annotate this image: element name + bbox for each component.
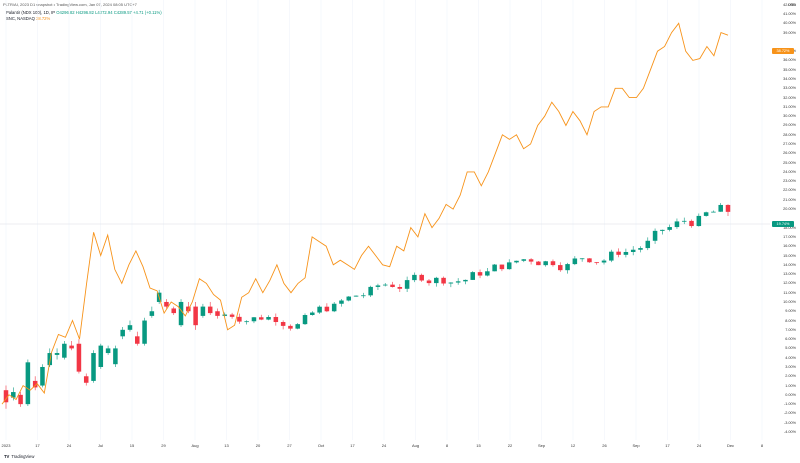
price-axis[interactable]: USD 42.00%41.00%40.00%39.00%37.00%36.00%… xyxy=(770,0,800,440)
axis-tick-label: 31.00% xyxy=(783,104,796,109)
axis-tick-label: 16.00% xyxy=(783,244,796,249)
axis-tick-label: 25.00% xyxy=(783,160,796,165)
axis-tick-label: 13.00% xyxy=(783,272,796,277)
axis-tick-label: 12.00% xyxy=(783,281,796,286)
time-tick-label: 24 xyxy=(66,443,72,448)
axis-tick-label: 7.00% xyxy=(785,327,796,332)
axis-tick-label: 1.00% xyxy=(785,383,796,388)
axis-tick-label: 18.00% xyxy=(783,225,796,230)
legend-compare-symbol: SNC, NASDAQ xyxy=(6,16,35,21)
time-tick-label: 2023 xyxy=(1,443,11,448)
chart-legend: Palantir (NDX 100), 1D, IP O4296.82 H429… xyxy=(6,10,162,22)
time-tick-label: 8 xyxy=(445,443,449,448)
axis-tick-label: 24.00% xyxy=(783,169,796,174)
time-tick-label: Oct xyxy=(317,443,325,448)
axis-tick-label: 28.00% xyxy=(783,132,796,137)
time-tick-label: 17 xyxy=(35,443,40,448)
time-tick-label: 29 xyxy=(161,443,166,448)
main-last-value-badge: 19.74% xyxy=(772,221,794,227)
axis-tick-label: 14.00% xyxy=(783,262,796,267)
time-tick-label: Dec xyxy=(726,443,735,448)
time-tick-label: Sep xyxy=(632,443,640,448)
axis-tick-label: 23.00% xyxy=(783,179,796,184)
axis-tick-label: 6.00% xyxy=(785,337,796,342)
axis-tick-label: 15.00% xyxy=(783,253,796,258)
axis-tick-label: -2.00% xyxy=(783,411,796,416)
time-tick-label: 27 xyxy=(287,443,292,448)
axis-tick-label: 41.00% xyxy=(783,12,796,16)
chart-caption: PLTR/AI, 2023 D1 snapshot • TradingView.… xyxy=(3,2,137,7)
time-tick-label: 17 xyxy=(350,443,355,448)
axis-tick-label: 11.00% xyxy=(783,290,796,295)
axis-tick-label: 36.00% xyxy=(783,58,796,63)
axis-tick-label: 22.00% xyxy=(783,188,796,193)
legend-compare-value: 38.72% xyxy=(36,16,51,21)
time-tick-label: 13 xyxy=(224,443,229,448)
axis-tick-label: 8.00% xyxy=(785,318,796,323)
axis-tick-label: -4.00% xyxy=(783,430,796,434)
axis-tick-label: 4.00% xyxy=(785,355,796,360)
chart-plot-area[interactable] xyxy=(0,0,770,440)
time-tick-label: 17 xyxy=(665,443,670,448)
axis-tick-label: 0.00% xyxy=(785,392,796,397)
axis-tick-label: 42.00% xyxy=(783,2,796,7)
time-tick-label: Aug xyxy=(191,443,199,448)
axis-tick-label: -3.00% xyxy=(783,420,796,425)
axis-tick-label: 9.00% xyxy=(785,309,796,314)
time-axis[interactable]: 2023 17 24 Jul 15 29 Aug 13 20 27 Oct 17 24 Aug 8 15 22 S… xyxy=(0,443,770,453)
axis-tick-label: 30.00% xyxy=(783,114,796,119)
legend-main-values: O4296.82 H4296.82 L4272.94 C4289.57 +4.7… xyxy=(56,10,162,15)
time-tick-label: 24 xyxy=(381,443,387,448)
axis-tick-label: 26.00% xyxy=(783,151,796,156)
axis-tick-label: 33.00% xyxy=(783,86,796,91)
time-tick-label: Jul xyxy=(97,443,104,448)
time-tick-label: 24 xyxy=(696,443,702,448)
axis-tick-label: 29.00% xyxy=(783,123,796,128)
legend-compare-row[interactable]: SNC, NASDAQ 38.72% xyxy=(6,16,162,22)
tradingview-logo[interactable]: TV TradingView xyxy=(4,454,34,459)
legend-main-symbol: Palantir (NDX 100), 1D, IP xyxy=(6,10,56,15)
time-tick-label: Sep xyxy=(537,443,546,448)
time-tick-label: 8 xyxy=(760,443,764,448)
time-tick-label: 15 xyxy=(129,443,135,448)
axis-tick-label: 21.00% xyxy=(783,197,796,202)
axis-tick-label: 32.00% xyxy=(783,95,796,100)
time-tick-label: 15 xyxy=(476,443,481,448)
axis-currency: USD xyxy=(787,3,796,7)
time-tick-label: 22 xyxy=(507,443,513,448)
grid-lines xyxy=(5,0,763,440)
time-tick-label: 12 xyxy=(570,443,576,448)
axis-tick-label: -1.00% xyxy=(783,402,796,407)
axis-tick-label: 35.00% xyxy=(783,67,796,72)
time-tick-label: Aug xyxy=(411,443,420,448)
axis-tick-label: 3.00% xyxy=(785,364,796,369)
legend-main-row[interactable]: Palantir (NDX 100), 1D, IP O4296.82 H429… xyxy=(6,10,162,16)
axis-tick-label: 5.00% xyxy=(785,346,796,351)
axis-tick-label: 39.00% xyxy=(783,30,796,35)
candlestick-series xyxy=(3,203,731,409)
axis-tick-label: 34.00% xyxy=(783,77,796,82)
axis-tick-label: 20.00% xyxy=(783,207,796,212)
tradingview-icon: TV xyxy=(4,454,10,459)
compare-last-value-badge: 38.72% xyxy=(772,48,794,54)
axis-tick-label: 40.00% xyxy=(783,21,796,26)
time-tick-label: 20 xyxy=(255,443,261,448)
compare-line-series xyxy=(1,22,729,405)
axis-tick-label: 17.00% xyxy=(783,234,796,239)
axis-tick-label: 2.00% xyxy=(785,374,796,379)
tradingview-logo-text: TradingView xyxy=(11,454,35,459)
axis-tick-label: 10.00% xyxy=(783,299,796,304)
time-tick-label: 26 xyxy=(602,443,607,448)
axis-tick-label: 27.00% xyxy=(783,142,796,147)
